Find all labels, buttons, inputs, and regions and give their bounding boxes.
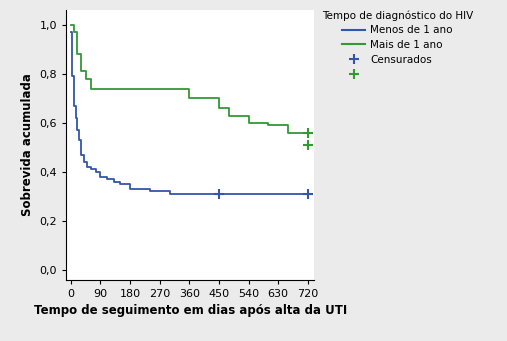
X-axis label: Tempo de seguimento em dias após alta da UTI: Tempo de seguimento em dias após alta da… [33, 304, 347, 317]
Legend: Menos de 1 ano, Mais de 1 ano, Censurados, : Menos de 1 ano, Mais de 1 ano, Censurado… [322, 10, 473, 79]
Y-axis label: Sobrevida acumulada: Sobrevida acumulada [21, 74, 33, 216]
